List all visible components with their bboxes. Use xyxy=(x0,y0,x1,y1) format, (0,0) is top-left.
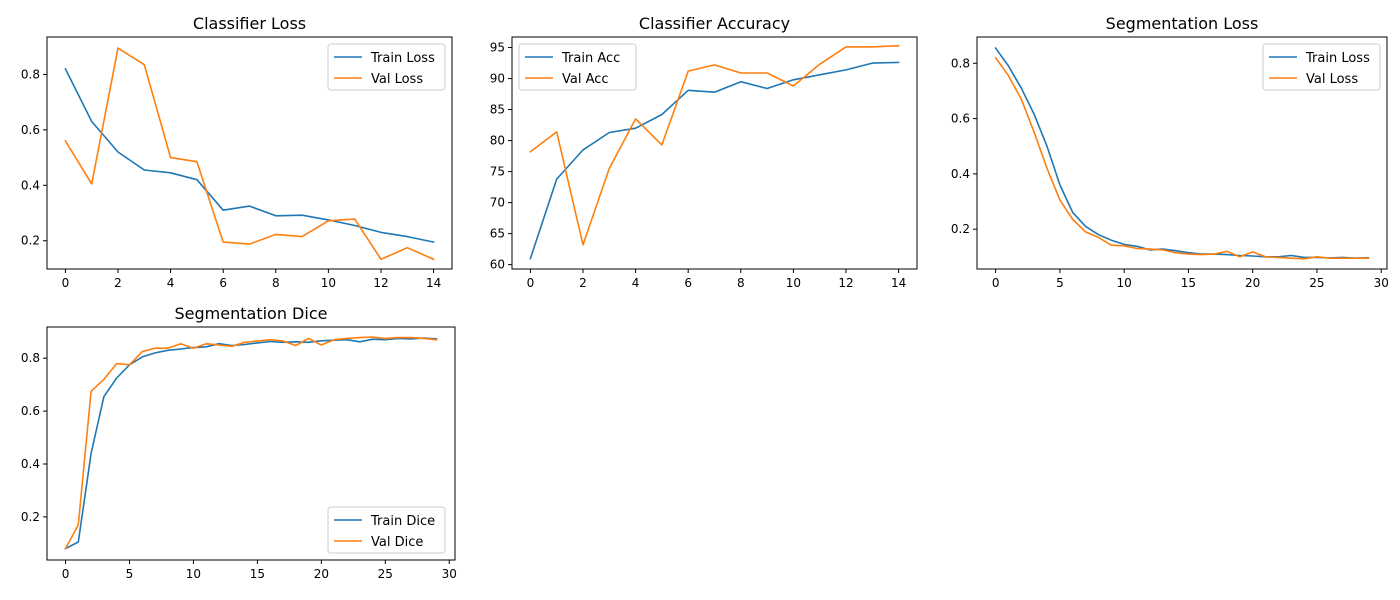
segmentation-dice-x-tick-label: 25 xyxy=(378,567,393,581)
segmentation-dice-title: Segmentation Dice xyxy=(175,304,328,323)
classifier-loss-x-tick-label: 8 xyxy=(272,276,280,290)
segmentation-dice-y-tick-label: 0.4 xyxy=(21,457,40,471)
classifier-loss-series-train-line xyxy=(64,67,435,244)
classifier-accuracy-x-tick-label: 8 xyxy=(737,276,745,290)
classifier-loss-y-tick-label: 0.2 xyxy=(21,234,40,248)
classifier-loss-x-tick-label: 10 xyxy=(321,276,336,290)
segmentation-dice-legend-label: Train Dice xyxy=(370,514,435,529)
classifier-accuracy-axes-frame xyxy=(511,36,918,270)
classifier-accuracy-series-train-line xyxy=(529,61,900,260)
segmentation-dice-y-tick-label: 0.8 xyxy=(21,351,40,365)
segmentation-loss-axes-frame xyxy=(976,36,1388,270)
segmentation-dice-x-tick-label: 20 xyxy=(314,567,329,581)
classifier-loss-legend: Train Loss Val Loss xyxy=(327,43,446,91)
classifier-accuracy-x-tick-label: 12 xyxy=(838,276,853,290)
classifier-accuracy-y-tick-label: 65 xyxy=(490,227,505,241)
segmentation-dice-x-tick-label: 0 xyxy=(62,567,70,581)
segmentation-dice-series-train-line xyxy=(64,337,438,550)
classifier-accuracy-x-tick-label: 0 xyxy=(527,276,535,290)
classifier-loss-x-tick-label: 0 xyxy=(62,276,70,290)
classifier-loss-chart: Classifier Loss 0 2 4 6 8 10 12 14 0.2 0.4 0.6 0.8 Tr… xyxy=(21,14,453,290)
segmentation-dice-x-tick-label: 15 xyxy=(250,567,265,581)
classifier-accuracy-y-tick-label: 75 xyxy=(490,165,505,179)
segmentation-dice-chart: Segmentation Dice 0 5 10 15 20 25 30 0.2 0.4 0.6 0.… xyxy=(21,304,457,581)
segmentation-dice-legend-label: Val Dice xyxy=(371,535,423,550)
segmentation-loss-y-tick-label: 0.6 xyxy=(951,112,970,126)
classifier-loss-x-tick-label: 4 xyxy=(167,276,175,290)
segmentation-dice-x-tick-label: 10 xyxy=(186,567,201,581)
classifier-loss-y-tick-label: 0.8 xyxy=(21,67,40,81)
segmentation-loss-legend: Train Loss Val Loss xyxy=(1262,43,1381,91)
classifier-accuracy-x-tick-label: 14 xyxy=(891,276,906,290)
segmentation-loss-y-tick-label: 0.4 xyxy=(951,167,970,181)
segmentation-loss-x-tick-label: 5 xyxy=(1056,276,1064,290)
classifier-accuracy-y-tick-label: 90 xyxy=(490,72,505,86)
classifier-accuracy-x-tick-label: 6 xyxy=(684,276,692,290)
classifier-loss-x-tick-label: 2 xyxy=(114,276,122,290)
segmentation-dice-x-tick-label: 30 xyxy=(442,567,457,581)
segmentation-loss-series-val-line xyxy=(994,56,1370,260)
segmentation-loss-legend-label: Train Loss xyxy=(1305,51,1370,66)
segmentation-loss-y-tick-label: 0.2 xyxy=(951,222,970,236)
classifier-loss-x-tick-label: 14 xyxy=(426,276,441,290)
segmentation-loss-series-train-line xyxy=(994,46,1370,260)
classifier-loss-x-tick-label: 6 xyxy=(219,276,227,290)
classifier-loss-legend-label: Val Loss xyxy=(371,72,423,87)
classifier-accuracy-legend: Train Acc Val Acc xyxy=(518,43,637,91)
classifier-accuracy-title: Classifier Accuracy xyxy=(639,14,790,33)
classifier-accuracy-x-tick-label: 2 xyxy=(579,276,587,290)
segmentation-loss-y-tick-label: 0.8 xyxy=(951,56,970,70)
segmentation-loss-chart: Segmentation Loss 0 5 10 15 20 25 30 0.2 0.4 0.6 0.… xyxy=(951,14,1389,290)
segmentation-dice-legend: Train Dice Val Dice xyxy=(327,506,446,554)
classifier-accuracy-x-tick-label: 4 xyxy=(632,276,640,290)
segmentation-loss-title: Segmentation Loss xyxy=(1106,14,1259,33)
classifier-loss-series-val-line xyxy=(64,47,435,261)
classifier-accuracy-chart: Classifier Accuracy 0 2 4 6 8 10 12 14 60 65 70 75 80… xyxy=(490,14,918,290)
classifier-accuracy-y-tick-label: 95 xyxy=(490,41,505,55)
classifier-accuracy-y-tick-label: 60 xyxy=(490,258,505,272)
classifier-loss-y-tick-label: 0.4 xyxy=(21,178,40,192)
segmentation-dice-axes-frame xyxy=(46,326,456,561)
classifier-accuracy-y-tick-label: 70 xyxy=(490,196,505,210)
classifier-loss-legend-label: Train Loss xyxy=(370,51,435,66)
classifier-accuracy-y-tick-label: 85 xyxy=(490,103,505,117)
classifier-accuracy-x-tick-label: 10 xyxy=(786,276,801,290)
classifier-loss-title: Classifier Loss xyxy=(193,14,306,33)
segmentation-dice-series-val-line xyxy=(64,336,438,550)
segmentation-loss-x-tick-label: 10 xyxy=(1117,276,1132,290)
segmentation-loss-x-tick-label: 30 xyxy=(1374,276,1389,290)
segmentation-dice-y-tick-label: 0.6 xyxy=(21,404,40,418)
classifier-accuracy-legend-label: Train Acc xyxy=(561,51,620,66)
segmentation-loss-x-tick-label: 20 xyxy=(1245,276,1260,290)
classifier-accuracy-y-tick-label: 80 xyxy=(490,134,505,148)
classifier-accuracy-series-val-line xyxy=(529,44,900,246)
segmentation-loss-x-tick-label: 0 xyxy=(992,276,1000,290)
segmentation-loss-x-tick-label: 15 xyxy=(1181,276,1196,290)
classifier-accuracy-legend-label: Val Acc xyxy=(562,72,609,87)
segmentation-loss-legend-label: Val Loss xyxy=(1306,72,1358,87)
segmentation-dice-y-tick-label: 0.2 xyxy=(21,510,40,524)
classifier-loss-x-tick-label: 12 xyxy=(373,276,388,290)
segmentation-loss-x-tick-label: 25 xyxy=(1309,276,1324,290)
segmentation-dice-x-tick-label: 5 xyxy=(126,567,134,581)
classifier-loss-y-tick-label: 0.6 xyxy=(21,123,40,137)
classifier-loss-axes-frame xyxy=(46,36,453,270)
